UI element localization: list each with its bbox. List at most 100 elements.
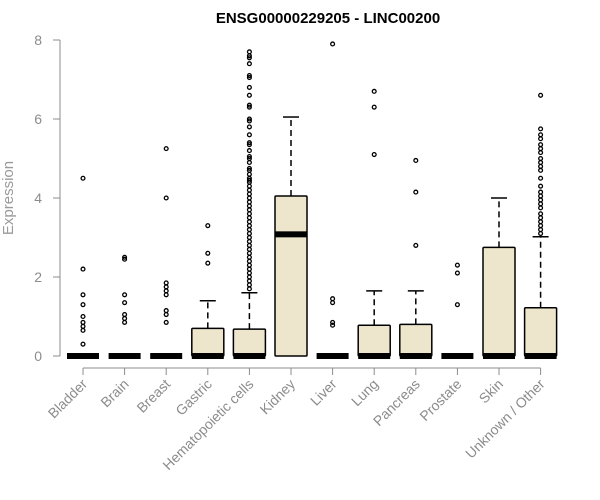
outlier-point bbox=[538, 219, 544, 225]
box-group bbox=[232, 49, 267, 359]
median-line bbox=[441, 353, 474, 359]
outlier-point bbox=[538, 136, 544, 142]
outlier-point bbox=[246, 266, 252, 272]
x-tick-label: Liver bbox=[307, 376, 340, 409]
x-tick-label: Skin bbox=[476, 376, 507, 407]
outlier-point bbox=[538, 189, 544, 195]
outlier-point bbox=[538, 142, 544, 148]
outlier-point bbox=[246, 153, 252, 160]
outlier-point bbox=[538, 183, 544, 189]
outlier-point bbox=[538, 163, 544, 169]
chart-title: ENSG00000229205 - LINC00200 bbox=[216, 10, 440, 27]
outlier-point bbox=[163, 308, 169, 314]
outlier-point bbox=[538, 205, 544, 211]
median-line bbox=[399, 353, 432, 359]
outlier-point bbox=[80, 341, 86, 347]
outlier-point bbox=[246, 118, 252, 124]
box-group bbox=[523, 92, 558, 359]
outlier-point bbox=[246, 250, 252, 256]
outlier-point bbox=[246, 191, 252, 197]
y-tick-label: 6 bbox=[34, 111, 42, 127]
x-tick-label: Unknown / Other bbox=[462, 376, 548, 462]
outlier-point bbox=[122, 256, 128, 262]
outlier-point bbox=[246, 207, 252, 213]
median-line bbox=[358, 353, 391, 359]
y-tick-label: 4 bbox=[34, 190, 42, 206]
outlier-point bbox=[538, 167, 544, 173]
outlier-point bbox=[80, 292, 86, 298]
outlier-point bbox=[246, 61, 252, 67]
median-line bbox=[233, 353, 266, 359]
outlier-point bbox=[246, 215, 252, 221]
outlier-point bbox=[163, 292, 169, 298]
y-axis: 0 2 4 6 8 bbox=[34, 32, 61, 364]
outlier-point bbox=[80, 327, 86, 333]
outlier-point bbox=[80, 313, 86, 320]
outlier-point bbox=[246, 53, 252, 59]
outlier-point bbox=[246, 274, 252, 280]
outlier-point bbox=[538, 155, 544, 162]
box-group bbox=[441, 262, 474, 359]
outlier-point bbox=[246, 74, 252, 81]
outlier-point bbox=[538, 193, 544, 199]
outlier-point bbox=[246, 187, 252, 193]
outlier-point bbox=[163, 319, 169, 325]
outlier-point bbox=[246, 211, 252, 217]
median-line bbox=[483, 353, 515, 359]
outlier-point bbox=[538, 126, 544, 132]
x-tick-label: Bladder bbox=[45, 376, 91, 422]
box-body bbox=[482, 246, 516, 357]
outlier-point bbox=[246, 246, 252, 252]
median-line bbox=[191, 353, 224, 359]
outlier-point bbox=[538, 132, 544, 138]
outlier-point bbox=[122, 315, 128, 322]
outlier-point bbox=[246, 116, 252, 122]
box-body bbox=[523, 307, 558, 357]
outlier-point bbox=[246, 254, 252, 260]
outlier-point bbox=[246, 177, 252, 183]
box-group bbox=[399, 157, 433, 359]
outlier-point bbox=[246, 183, 252, 189]
outlier-point bbox=[330, 41, 336, 47]
outlier-point bbox=[538, 231, 544, 237]
outlier-point bbox=[246, 219, 252, 225]
boxes-layer bbox=[67, 41, 558, 359]
outlier-point bbox=[538, 159, 544, 166]
outlier-point bbox=[538, 215, 544, 221]
box-group bbox=[108, 254, 141, 359]
outlier-point bbox=[80, 323, 86, 329]
outlier-point bbox=[413, 157, 419, 164]
outlier-point bbox=[330, 322, 336, 328]
median-line bbox=[67, 353, 99, 359]
outlier-point bbox=[538, 201, 544, 207]
outlier-point bbox=[163, 280, 169, 286]
outlier-point bbox=[122, 319, 128, 325]
outlier-point bbox=[205, 223, 211, 229]
outlier-point bbox=[246, 165, 252, 171]
outlier-point bbox=[413, 189, 419, 195]
outlier-point bbox=[246, 159, 252, 166]
outlier-point bbox=[330, 300, 336, 306]
box-group bbox=[150, 146, 183, 359]
y-tick-label: 2 bbox=[34, 269, 42, 285]
outlier-point bbox=[246, 55, 252, 61]
outlier-point bbox=[122, 254, 128, 260]
outlier-point bbox=[538, 146, 544, 152]
outlier-point bbox=[371, 104, 377, 110]
outlier-point bbox=[246, 49, 252, 55]
outlier-point bbox=[122, 300, 128, 306]
box-body bbox=[357, 324, 391, 357]
box-group bbox=[357, 88, 391, 359]
median-line bbox=[316, 353, 349, 359]
outlier-point bbox=[246, 104, 252, 110]
outlier-point bbox=[246, 286, 252, 292]
x-tick-label: Breast bbox=[133, 376, 173, 416]
box-body bbox=[191, 327, 225, 357]
outlier-point bbox=[538, 150, 544, 156]
outlier-point bbox=[246, 142, 252, 148]
outlier-point bbox=[246, 258, 252, 264]
outlier-point bbox=[246, 238, 252, 245]
outlier-point bbox=[246, 84, 252, 90]
